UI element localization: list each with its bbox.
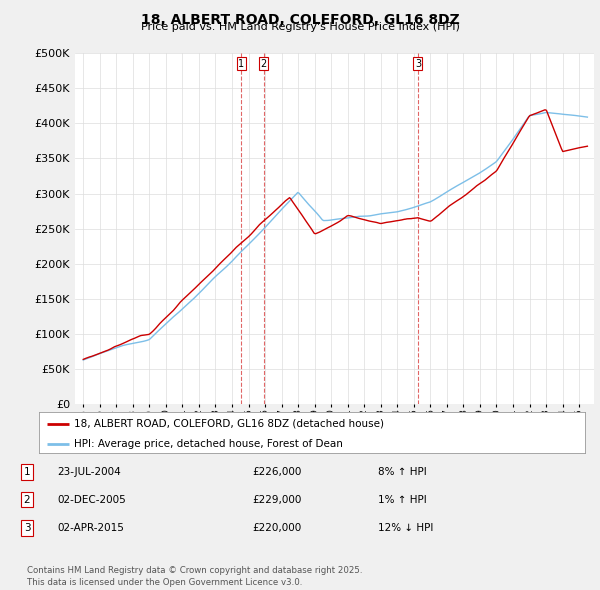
Text: 1% ↑ HPI: 1% ↑ HPI	[378, 495, 427, 504]
Text: £226,000: £226,000	[252, 467, 301, 477]
Text: £229,000: £229,000	[252, 495, 301, 504]
Text: 12% ↓ HPI: 12% ↓ HPI	[378, 523, 433, 533]
Text: 02-DEC-2005: 02-DEC-2005	[57, 495, 126, 504]
Text: 2: 2	[260, 59, 267, 68]
Text: £220,000: £220,000	[252, 523, 301, 533]
Text: Contains HM Land Registry data © Crown copyright and database right 2025.
This d: Contains HM Land Registry data © Crown c…	[27, 566, 362, 587]
Text: 3: 3	[23, 523, 31, 533]
Text: 1: 1	[238, 59, 244, 68]
Text: 18, ALBERT ROAD, COLEFORD, GL16 8DZ (detached house): 18, ALBERT ROAD, COLEFORD, GL16 8DZ (det…	[74, 419, 385, 429]
Text: 2: 2	[23, 495, 31, 504]
Text: 3: 3	[415, 59, 421, 68]
Text: Price paid vs. HM Land Registry's House Price Index (HPI): Price paid vs. HM Land Registry's House …	[140, 22, 460, 32]
Text: 1: 1	[23, 467, 31, 477]
Text: 23-JUL-2004: 23-JUL-2004	[57, 467, 121, 477]
Text: 8% ↑ HPI: 8% ↑ HPI	[378, 467, 427, 477]
Text: HPI: Average price, detached house, Forest of Dean: HPI: Average price, detached house, Fore…	[74, 439, 343, 449]
Text: 18, ALBERT ROAD, COLEFORD, GL16 8DZ: 18, ALBERT ROAD, COLEFORD, GL16 8DZ	[140, 13, 460, 27]
Text: 02-APR-2015: 02-APR-2015	[57, 523, 124, 533]
